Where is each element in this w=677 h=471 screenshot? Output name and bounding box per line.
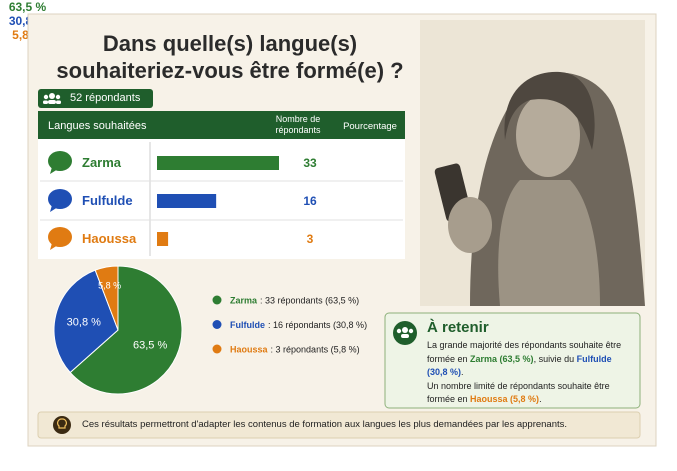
percentage-label: 63,5 % xyxy=(8,0,47,14)
language-icon xyxy=(48,227,72,247)
legend-entry: Haoussa: 3 répondants (5,8 %) xyxy=(230,345,360,355)
bar xyxy=(157,194,217,208)
footer-text: Ces résultats permettront d'adapter les … xyxy=(82,419,568,430)
callout-segment: Un nombre limité de répondants souhaite … xyxy=(427,380,610,405)
callout-title: À retenir xyxy=(427,319,489,336)
legend-name: Zarma xyxy=(230,296,258,306)
count-label: 3 xyxy=(307,232,314,246)
bulb-icon xyxy=(53,416,71,434)
legend-swatch xyxy=(212,320,222,329)
respondents-badge xyxy=(38,89,153,108)
callout-segment: . xyxy=(461,367,464,377)
callout-segment: , suivie du xyxy=(533,353,577,364)
callout-segment: Fulfulde (30,8 %) xyxy=(427,353,612,378)
count-label: 16 xyxy=(303,194,317,208)
pie-slice xyxy=(69,265,183,395)
column-header: Pourcentage xyxy=(343,121,397,132)
column-header: Nombre de répondants xyxy=(275,114,321,135)
title-line: souhaiteriez-vous être formé(e) ? xyxy=(56,58,404,83)
language-icon-tail xyxy=(50,243,58,250)
bulb-glyph xyxy=(57,418,67,429)
legend-name: Haoussa xyxy=(230,345,269,355)
language-icon xyxy=(48,151,72,171)
callout-paragraph: Un nombre limité de répondants souhaite … xyxy=(427,380,632,407)
language-icon-tail xyxy=(50,167,58,174)
people-icon xyxy=(43,93,61,104)
callout-text: La grande majorité des répondants souhai… xyxy=(427,339,632,407)
legend-detail: : 3 répondants (5,8 %) xyxy=(271,345,360,355)
legend-entry: Fulfulde: 16 répondants (30,8 %) xyxy=(230,320,367,330)
legend-swatch xyxy=(212,295,222,305)
pie-label: 5,8 % xyxy=(98,281,121,291)
callout-box xyxy=(384,312,641,409)
count-label: 33 xyxy=(303,156,317,170)
legend-detail: : 16 répondants (30,8 %) xyxy=(268,320,367,330)
language-icon-tail xyxy=(50,205,58,212)
title-line: Dans quelle(s) langue(s) xyxy=(102,31,358,56)
legend-name: Fulfulde xyxy=(230,320,265,330)
language-name: Haoussa xyxy=(82,231,137,246)
title: Dans quelle(s) langue(s) souhaiteriez-vo… xyxy=(40,30,420,84)
legend-entry: Zarma: 33 répondants (63,5 %) xyxy=(230,296,359,306)
respondents-count: 52 répondants xyxy=(70,92,141,104)
bar xyxy=(157,156,279,170)
bar xyxy=(157,232,169,246)
pie-label: 63,5 % xyxy=(133,339,167,351)
pie-slice xyxy=(94,265,119,331)
callout-segment: Haoussa (5,8 %) xyxy=(470,394,540,404)
column-header: Langues souhaitées xyxy=(48,120,147,132)
legend-detail: : 33 répondants (63,5 %) xyxy=(260,296,359,306)
table-header xyxy=(38,111,405,139)
language-icon xyxy=(48,189,72,209)
callout-segment: La grande majorité des répondants souhai… xyxy=(427,340,622,364)
legend-swatch xyxy=(212,344,222,354)
portrait-illustration xyxy=(420,20,645,306)
footer-box xyxy=(37,411,641,439)
callout-segment: Zarma (63,5 %) xyxy=(470,353,534,364)
language-name: Fulfulde xyxy=(82,193,133,208)
callout-paragraph: La grande majorité des répondants souhai… xyxy=(427,339,632,380)
language-name: Zarma xyxy=(82,155,122,170)
pie-slice xyxy=(53,269,119,374)
callout-icon-people xyxy=(396,327,414,338)
pie-label: 30,8 % xyxy=(67,317,101,329)
callout-segment: . xyxy=(539,394,542,404)
